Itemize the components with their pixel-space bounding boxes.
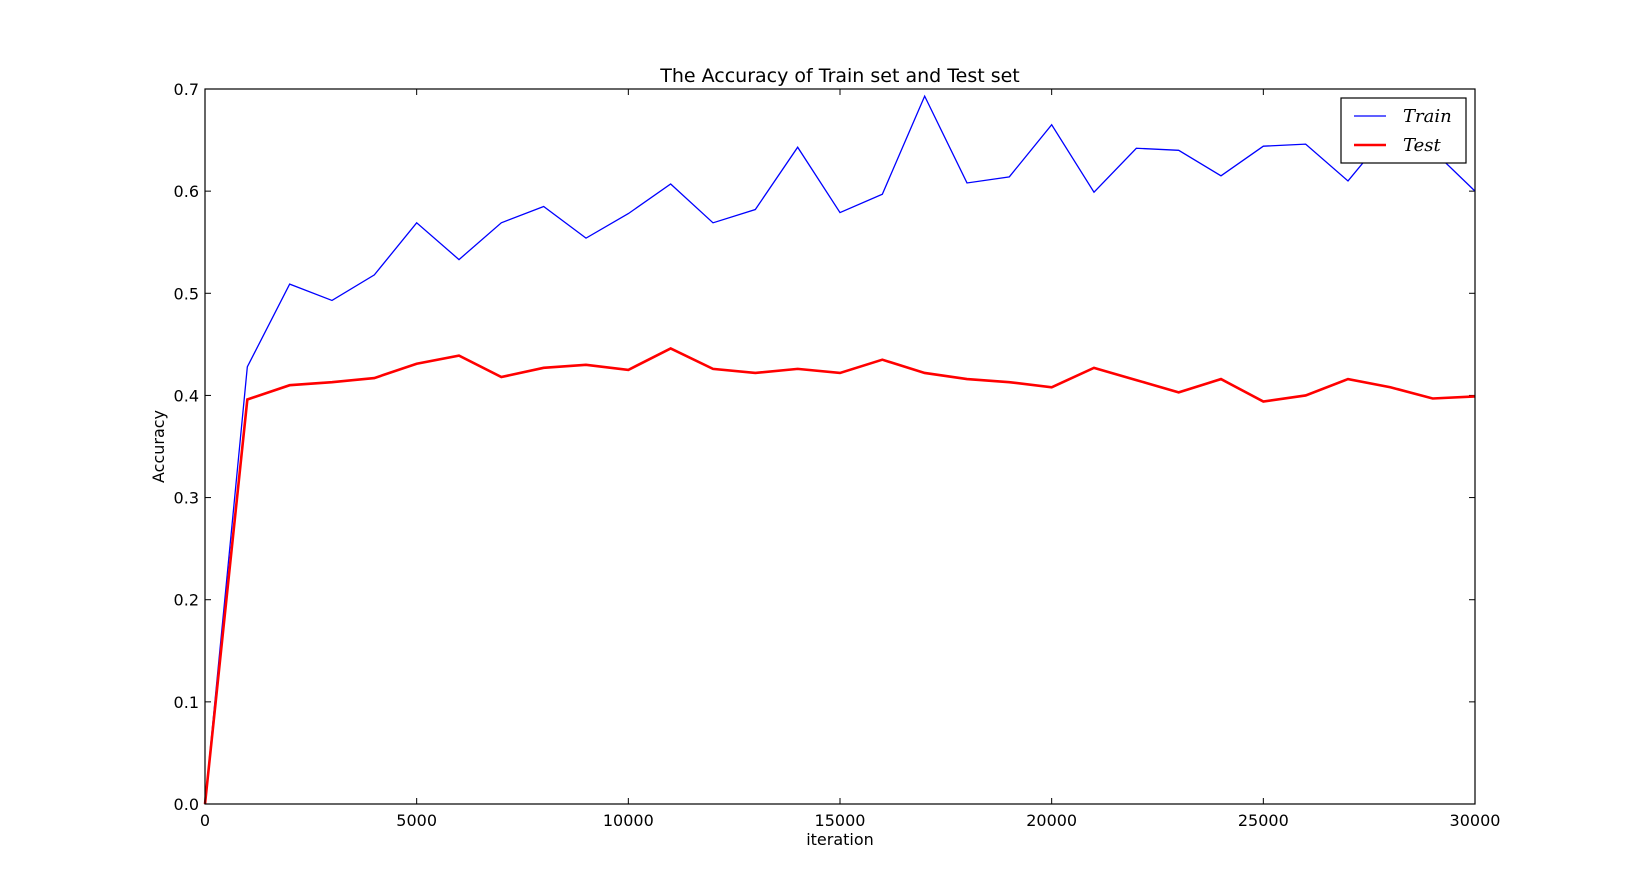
legend: Train Test	[1340, 97, 1467, 164]
x-tick-label: 30000	[1450, 811, 1501, 830]
legend-label-test: Test	[1403, 135, 1441, 156]
chart-title: The Accuracy of Train set and Test set	[659, 65, 1020, 87]
x-tick-label: 0	[200, 811, 210, 830]
y-axis-title: Accuracy	[149, 410, 168, 483]
y-tick-label: 0.3	[174, 489, 199, 508]
plot-area-background	[205, 89, 1475, 804]
y-tick-label: 0.2	[174, 591, 199, 610]
legend-box	[1340, 97, 1467, 164]
x-tick-label: 5000	[396, 811, 437, 830]
plot-frame	[204, 88, 1476, 805]
y-tick-label: 0.7	[174, 80, 199, 99]
y-tick-label: 0.0	[174, 795, 199, 814]
y-tick-label: 0.1	[174, 693, 199, 712]
x-tick-label: 10000	[603, 811, 654, 830]
series-line-train	[204, 94, 1476, 805]
y-tick-label: 0.6	[174, 182, 199, 201]
axis-ticks: 0 5000 10000 15000 20000 25000 30000 0.0 0.1 0.2 0…	[174, 80, 1501, 830]
series-line-test	[203, 346, 1476, 805]
legend-label-train: Train	[1403, 106, 1452, 127]
y-tick-label: 0.5	[174, 284, 199, 303]
series-lines	[203, 94, 1476, 805]
x-axis-title: iteration	[806, 830, 874, 849]
y-tick-label: 0.4	[174, 386, 199, 405]
x-tick-label: 20000	[1026, 811, 1077, 830]
x-tick-label: 25000	[1238, 811, 1289, 830]
x-tick-label: 15000	[815, 811, 866, 830]
